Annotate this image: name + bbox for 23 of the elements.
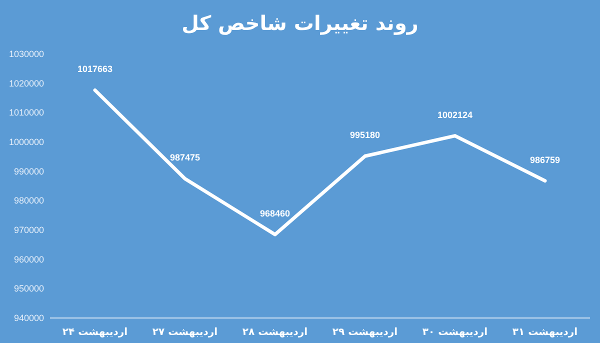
x-tick-label: ۲۸ اردیبهشت: [242, 327, 308, 338]
x-tick-label: ۲۹ اردیبهشت: [332, 327, 398, 338]
y-tick-label: 970000: [14, 225, 44, 235]
x-tick-label: ۳۱ اردیبهشت: [512, 327, 578, 338]
y-tick-label: 990000: [14, 166, 44, 176]
data-label: 968460: [260, 208, 290, 219]
data-label: 995180: [350, 130, 380, 140]
y-tick-label: 1020000: [8, 78, 44, 88]
x-tick-label: ۳۰ اردیبهشت: [422, 327, 488, 338]
y-tick-label: 980000: [14, 196, 44, 206]
y-tick-label: 940000: [14, 313, 44, 323]
y-tick-label: 960000: [14, 254, 44, 264]
x-tick-label: ۲۴ اردیبهشت: [62, 327, 128, 338]
data-label: 1002124: [437, 110, 473, 120]
x-tick-label: ۲۷ اردیبهشت: [152, 327, 218, 338]
y-tick-label: 1010000: [8, 108, 44, 118]
data-label: 1017663: [77, 64, 113, 74]
y-tick-label: 1030000: [8, 49, 44, 59]
y-tick-label: 1000000: [8, 137, 44, 147]
data-label: 987475: [170, 152, 200, 163]
y-tick-label: 950000: [14, 284, 44, 294]
chart-title: روند تغییرات شاخص کل: [182, 11, 418, 35]
data-label: 986759: [530, 154, 560, 165]
